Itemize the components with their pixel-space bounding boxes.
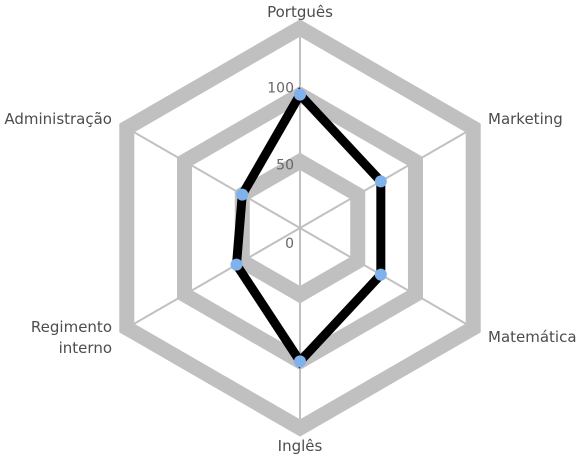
spoke-4 [126,227,301,329]
data-point-matemática [374,268,387,281]
category-label-matemática: Matemática [488,328,577,346]
tick-label-100: 100 [267,81,294,97]
grid-ring-2 [119,19,481,437]
category-label-portguês: Portguês [267,3,333,21]
category-label-administração: Administração [4,110,112,128]
tick-label-50: 50 [276,157,294,173]
grid-layer [119,19,481,437]
spoke-1 [299,127,474,229]
data-point-portguês [294,88,306,101]
category-label-regimento-interno: Regimento interno [31,318,112,357]
spoke-2 [299,227,474,329]
data-point-marketing [374,175,387,188]
category-label-inglês: Inglês [278,437,323,455]
tick-label-0: 0 [285,236,294,252]
data-point-regimento-interno [230,258,243,271]
category-label-marketing: Marketing [488,110,563,128]
tick-labels: 0 50 100 [267,81,294,252]
category-labels: Portguês Marketing Matemática Inglês Regimen… [4,3,576,455]
spoke-5 [126,127,301,229]
series-layer [230,87,387,369]
data-point-inglês [294,355,306,368]
data-point-administração [236,188,249,201]
